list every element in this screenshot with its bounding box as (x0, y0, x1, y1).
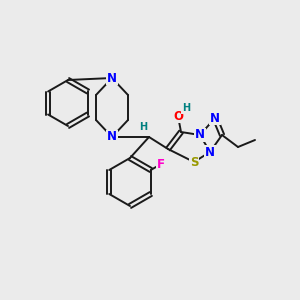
Text: N: N (107, 71, 117, 85)
Text: N: N (210, 112, 220, 124)
Text: N: N (205, 146, 215, 158)
Text: H: H (182, 103, 190, 113)
Text: S: S (190, 155, 198, 169)
Text: O: O (173, 110, 183, 122)
Text: N: N (107, 130, 117, 143)
Text: F: F (157, 158, 165, 170)
Text: N: N (195, 128, 205, 142)
Text: H: H (139, 122, 147, 132)
